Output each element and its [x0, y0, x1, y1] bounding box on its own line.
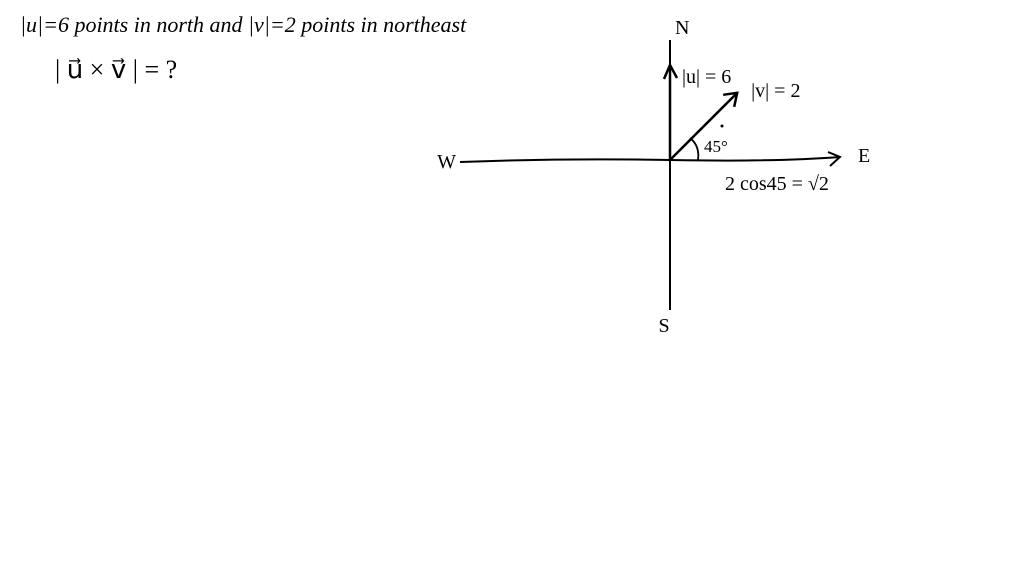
east-arrowhead	[828, 152, 840, 166]
south-label: S	[658, 315, 669, 337]
vector-u-label: |u| = 6	[682, 66, 731, 88]
north-label: N	[675, 17, 689, 39]
dot-mark	[721, 125, 724, 128]
angle-label: 45°	[704, 137, 728, 156]
east-label: E	[858, 145, 870, 167]
vector-v-label: |v| = 2	[751, 80, 800, 102]
projection-label: 2 cos45 = √2	[725, 173, 829, 195]
cross-product-equation: | u⃗ × v⃗ | = ?	[55, 55, 177, 85]
angle-arc	[690, 138, 698, 160]
vector-diagram: NSEW|u| = 6|v| = 245°2 cos45 = √2	[420, 10, 980, 330]
problem-statement: |u|=6 points in north and |v|=2 points i…	[20, 12, 466, 38]
west-label: W	[437, 151, 456, 173]
east-west-axis	[460, 157, 840, 162]
